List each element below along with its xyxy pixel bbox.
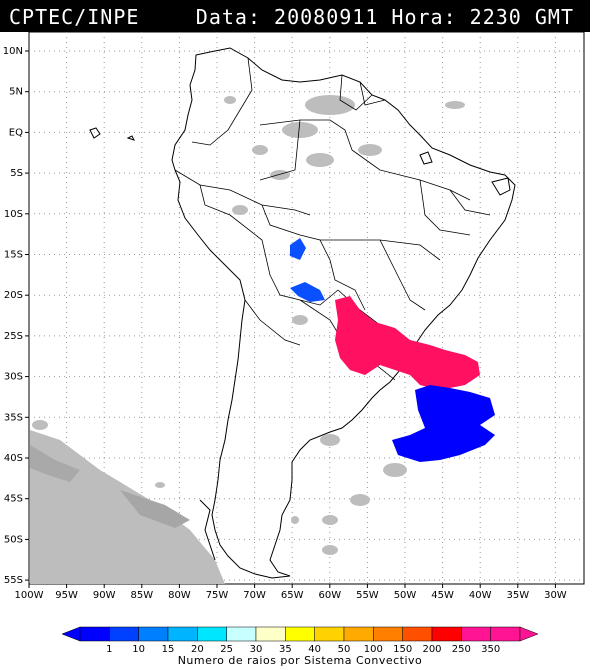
colorbar-swatch: [461, 626, 491, 642]
longitude-label: 55W: [356, 590, 379, 601]
latitude-label: 45S: [4, 494, 23, 505]
colorbar-swatch: [402, 626, 433, 642]
colorbar-swatch: [490, 626, 521, 642]
convective-systems: [290, 238, 495, 462]
colorbar-value: 1: [106, 644, 112, 654]
colorbar-caption: Numero de raios por Sistema Convectivo: [177, 654, 423, 667]
colorbar-value: 35: [279, 644, 292, 654]
cloud-cover: [30, 95, 465, 584]
latitude-label: 30S: [4, 372, 23, 383]
longitude-label: 100W: [15, 590, 44, 601]
coastlines: [89, 47, 516, 579]
colorbar-value: 350: [481, 644, 500, 654]
colorbar-swatch: [431, 626, 462, 642]
longitude-label: 45W: [431, 590, 454, 601]
colorbar-value: 150: [393, 644, 412, 654]
colorbar-swatch: [226, 626, 257, 642]
longitude-label: 30W: [544, 590, 567, 601]
southern-ocean-cloud: [30, 430, 225, 584]
colorbar-value: 50: [338, 644, 351, 654]
longitude-label: 65W: [281, 590, 304, 601]
longitude-label: 75W: [206, 590, 229, 601]
colorbar-value: 100: [364, 644, 383, 654]
longitude-label: 70W: [243, 590, 266, 601]
colorbar-swatch: [343, 626, 374, 642]
latitude-label: EQ: [9, 127, 23, 138]
latitude-labels: 10N 5N EQ 5S 10S 15S 20S 25S 30S 35S 40S 45S 50S 55S: [3, 46, 29, 586]
latitude-label: 40S: [4, 453, 23, 464]
latitude-label: 55S: [4, 575, 23, 586]
latitude-label: 10S: [4, 209, 23, 220]
longitude-label: 60W: [318, 590, 341, 601]
header-bar: CPTEC/INPE Data: 20080911 Hora: 2230 GMT: [0, 0, 590, 32]
atlantic-offshore-system: [392, 385, 495, 462]
latitude-label: 50S: [4, 534, 23, 545]
colorbar-swatch: [197, 626, 227, 642]
longitude-label: 40W: [469, 590, 492, 601]
country-borders: [174, 57, 491, 381]
latitude-label: 35S: [4, 412, 23, 423]
longitude-label: 95W: [55, 590, 78, 601]
paraguay-system: [290, 282, 325, 302]
longitude-label: 50W: [394, 590, 417, 601]
latitude-label: 25S: [4, 331, 23, 342]
latitude-label: 15S: [4, 250, 23, 261]
central-brazil-small-system: [290, 238, 306, 260]
colorbar-swatch: [314, 626, 345, 642]
latitude-label: 20S: [4, 290, 23, 301]
colorbar-swatch: [79, 626, 110, 642]
colorbar-value: 20: [191, 644, 204, 654]
colorbar-value: 40: [308, 644, 321, 654]
colorbar-swatch: [285, 626, 315, 642]
colorbar-value: 15: [162, 644, 175, 654]
colorbar-value: 200: [422, 644, 441, 654]
datetime-label: Data: 20080911 Hora: 2230 GMT: [195, 5, 574, 29]
colorbar-swatch: [373, 626, 403, 642]
longitude-label: 80W: [168, 590, 191, 601]
longitude-label: 35W: [506, 590, 529, 601]
colorbar-left-arrow: [61, 626, 81, 642]
colorbar-swatch: [138, 626, 169, 642]
lightning-map: 10N5NEQ5S10S15S20S25S30S35S40S45S50S55S …: [3, 32, 585, 654]
colorbar-swatch: [167, 626, 198, 642]
southern-brazil-major-system: [335, 296, 480, 390]
colorbar-value: 250: [452, 644, 471, 654]
latitude-label: 5S: [10, 168, 23, 179]
colorbar: 1 10 15 20 25 30 35 40 50 100 150 200 250 350: [61, 626, 539, 654]
latitude-label: 5N: [9, 87, 23, 98]
colorbar-swatch: [109, 626, 139, 642]
colorbar-value: 10: [132, 644, 145, 654]
colorbar-swatch: [255, 626, 286, 642]
south-america-coast: [171, 47, 516, 579]
longitude-label: 90W: [93, 590, 116, 601]
colorbar-value: 30: [250, 644, 263, 654]
colorbar-right-arrow: [519, 626, 539, 642]
longitude-labels: 100W 95W 90W 85W 80W 75W 70W 65W 60W 55W 50W 45W 40W…: [15, 584, 567, 601]
latitude-label: 10N: [3, 46, 23, 57]
colorbar-value: 25: [220, 644, 233, 654]
longitude-label: 85W: [130, 590, 153, 601]
source-label: CPTEC/INPE: [9, 5, 140, 29]
